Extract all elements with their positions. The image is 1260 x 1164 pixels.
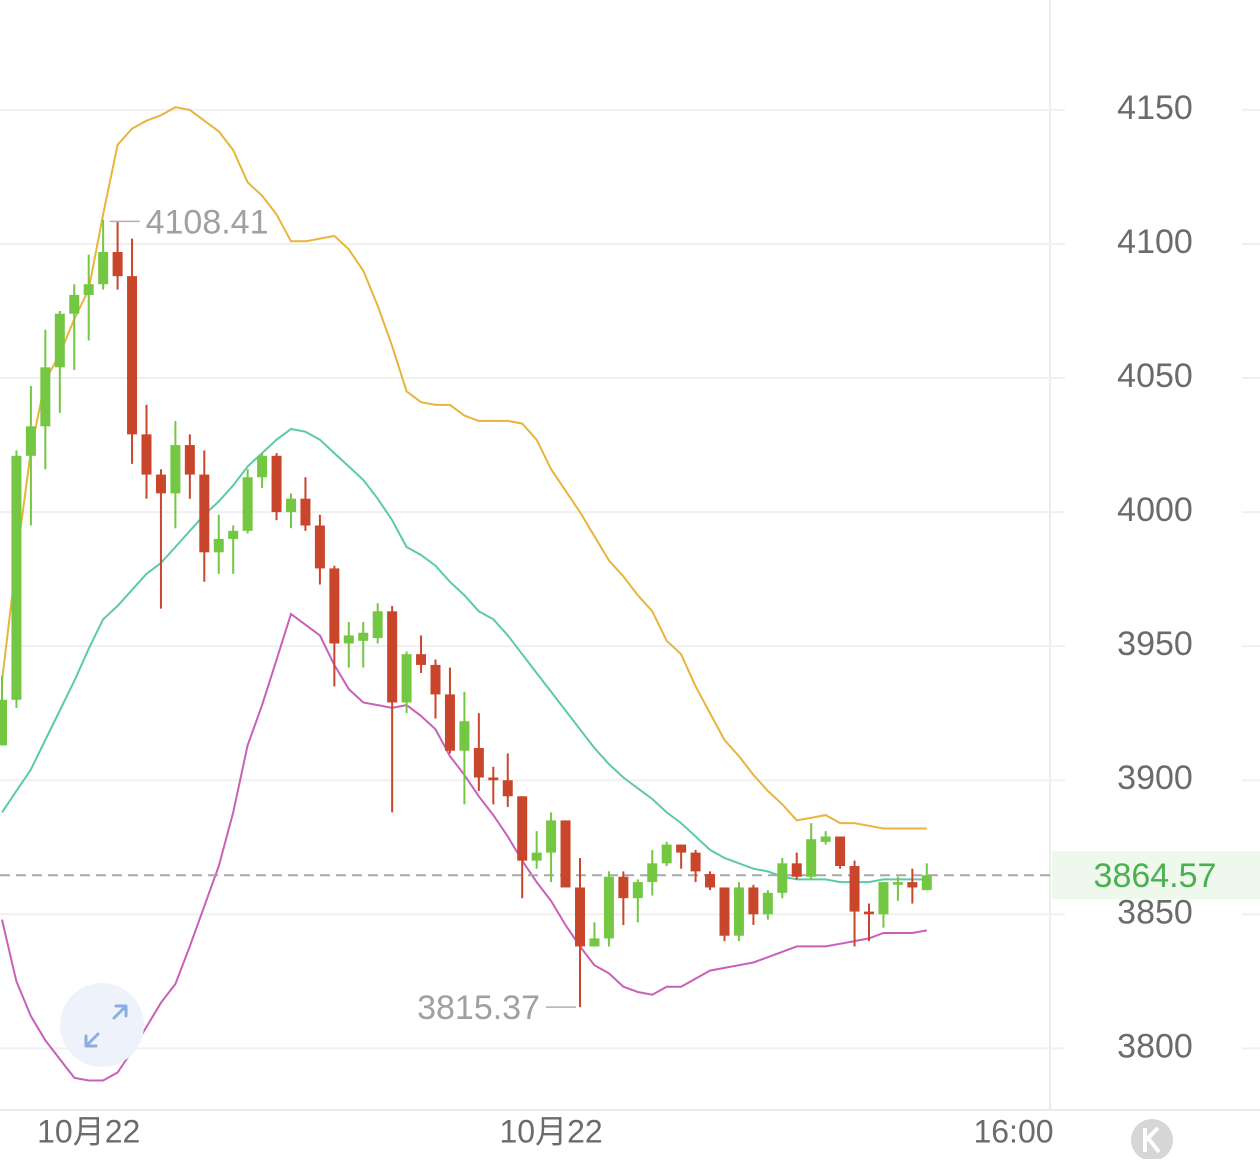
- candle-body: [676, 844, 687, 853]
- y-tick-label: 4100: [1117, 223, 1193, 261]
- candle-body: [213, 538, 224, 553]
- candle-body: [112, 252, 123, 277]
- last-price-label: 3864.57: [1094, 857, 1217, 895]
- candle-body: [25, 426, 36, 456]
- candle-body: [849, 866, 860, 912]
- candle-body: [690, 852, 701, 872]
- candle-body: [329, 568, 340, 644]
- max-label: 4108.41: [146, 203, 269, 241]
- candle-body: [589, 938, 600, 947]
- candle-body: [777, 863, 788, 893]
- candle-body: [343, 635, 354, 644]
- x-tick-label: 10月22: [499, 1113, 602, 1149]
- candle-body: [358, 632, 369, 641]
- x-tick-label: 10月22: [37, 1113, 140, 1149]
- candle-body: [748, 887, 759, 915]
- candle-body: [444, 694, 455, 751]
- candle-body: [835, 836, 846, 867]
- candle-body: [228, 530, 239, 539]
- candle-body: [618, 876, 629, 899]
- candle-body: [83, 284, 94, 295]
- candle-body: [488, 777, 499, 781]
- band-line: [1, 106, 927, 830]
- candle-body: [271, 455, 282, 513]
- candle-body: [199, 474, 210, 553]
- candle-body: [387, 611, 398, 703]
- expand-icon[interactable]: [84, 1004, 128, 1048]
- candle-body: [531, 852, 542, 861]
- candle-body: [69, 294, 80, 314]
- y-tick-label: 3950: [1117, 625, 1193, 663]
- candle-body: [242, 477, 253, 531]
- candle-body: [300, 498, 311, 526]
- candle-body: [791, 863, 802, 877]
- candle-body: [705, 874, 716, 888]
- candle-body: [546, 820, 557, 853]
- candle-body: [170, 445, 181, 494]
- candle-body: [647, 863, 658, 883]
- candle-body: [98, 252, 109, 285]
- candle-body: [401, 654, 412, 703]
- candle-body: [184, 445, 195, 475]
- candle-body: [54, 313, 65, 368]
- y-tick-label: 4050: [1117, 357, 1193, 395]
- candle-body: [517, 796, 528, 861]
- candle-body: [864, 911, 874, 915]
- candle-body: [907, 882, 918, 888]
- candle-body: [257, 455, 268, 478]
- candle-body: [575, 887, 585, 947]
- candle-body: [40, 367, 51, 427]
- y-tick-label: 4150: [1117, 89, 1193, 127]
- x-tick-label: 16:00: [973, 1113, 1053, 1149]
- expand-button[interactable]: [60, 983, 144, 1067]
- candle-body: [603, 876, 614, 939]
- candle-body: [820, 836, 831, 842]
- y-tick-label: 3850: [1117, 893, 1193, 931]
- candle-body: [878, 882, 889, 915]
- min-label: 3815.37: [417, 989, 540, 1027]
- candle-body: [762, 892, 773, 915]
- candle-body: [661, 844, 672, 864]
- candle-body: [286, 498, 296, 513]
- candle-body: [733, 887, 744, 936]
- y-tick-label: 3800: [1117, 1027, 1193, 1065]
- candle-body: [0, 699, 7, 746]
- k-icon[interactable]: [1143, 1126, 1161, 1154]
- candle-body: [560, 820, 571, 888]
- candle-body: [719, 887, 730, 936]
- last-price-badge: [1052, 851, 1260, 900]
- band-line: [1, 427, 927, 884]
- candle-body: [155, 474, 166, 494]
- candle-body: [416, 654, 427, 665]
- y-tick-label: 4000: [1117, 491, 1193, 529]
- candle-body: [141, 434, 152, 475]
- candle-body: [806, 839, 817, 877]
- y-tick-label: 3900: [1117, 759, 1193, 797]
- k-button-bg[interactable]: [1131, 1119, 1173, 1161]
- candle-body: [473, 748, 484, 778]
- candle-body: [892, 882, 903, 885]
- candle-body: [921, 875, 932, 891]
- expand-button-bg[interactable]: [60, 983, 144, 1067]
- candle-body: [314, 525, 325, 569]
- k-button[interactable]: [1131, 1119, 1173, 1161]
- candle-body: [430, 664, 441, 695]
- candle-body: [502, 780, 513, 797]
- candle-body: [632, 882, 643, 899]
- candle-body: [127, 276, 138, 435]
- candle-body: [372, 611, 383, 639]
- candle-body: [11, 455, 22, 700]
- candle-body: [459, 721, 470, 751]
